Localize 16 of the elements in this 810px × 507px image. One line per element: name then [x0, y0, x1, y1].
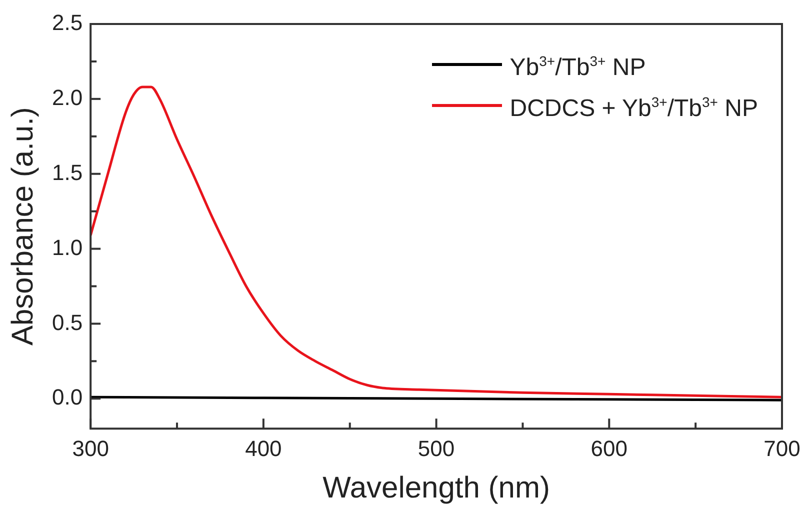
line-series — [90, 86, 782, 398]
legend-label: Yb$^{3+}$/Tb$^{3+}$ NP — [510, 52, 646, 83]
y-tick-label: 0.0 — [52, 384, 83, 410]
y-tick-label: 0.5 — [52, 310, 83, 335]
x-tick-label: 600 — [590, 436, 628, 461]
y-tick-label: 2.5 — [52, 10, 83, 36]
legend-label: DCDCS + Yb$^{3+}$/Tb$^{3+}$ NP — [510, 93, 758, 124]
y-tick-label: 2.0 — [52, 84, 83, 110]
y-tick-label: 1.5 — [52, 160, 83, 185]
x-tick-label: 500 — [418, 436, 455, 461]
x-tick-label: 700 — [764, 436, 800, 461]
y-axis-title: Absorbance (a.u.) — [6, 107, 40, 346]
x-axis-title: Wavelength (nm) — [322, 471, 550, 504]
x-tick-label: 300 — [72, 436, 109, 461]
y-tick-label: 1.0 — [52, 234, 83, 260]
x-tick-label: 400 — [245, 436, 282, 461]
